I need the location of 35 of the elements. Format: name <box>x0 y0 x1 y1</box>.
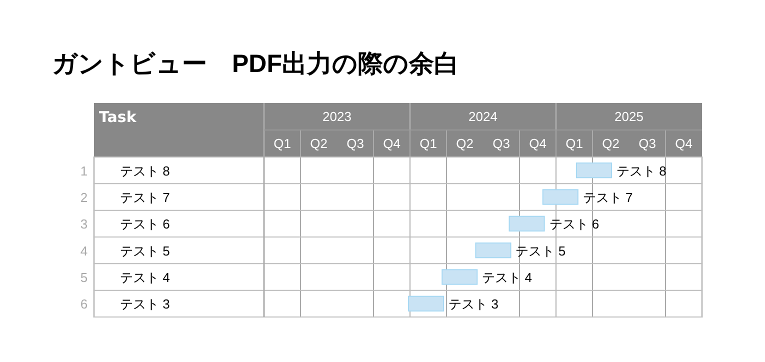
x-tick-label: 2023 <box>322 109 352 124</box>
text: 1 <box>80 163 88 178</box>
text: 3 <box>80 216 88 232</box>
annotation: Q3 <box>638 136 656 151</box>
annotation: Q4 <box>529 136 546 151</box>
annotation: Q4 <box>675 136 692 151</box>
y-tick-label: テスト 4 <box>120 270 170 285</box>
annotation: Q4 <box>383 136 400 151</box>
text: 4 <box>80 243 88 258</box>
annotation: テスト 6 <box>549 216 600 232</box>
annotation: Q1 <box>420 136 437 151</box>
annotation: テスト 8 <box>616 163 666 178</box>
annotation: Q3 <box>492 136 510 151</box>
annotation: テスト 7 <box>582 190 633 205</box>
annotation: テスト 3 <box>448 296 498 312</box>
text: 2 <box>80 190 88 205</box>
y-tick-label: テスト 8 <box>120 163 170 178</box>
annotation: Q2 <box>310 136 328 151</box>
annotation: Q2 <box>602 136 620 151</box>
annotation: テスト 5 <box>516 243 566 258</box>
text: 6 <box>80 296 88 312</box>
y-tick-label: テスト 7 <box>120 190 170 205</box>
x-tick-label: 2025 <box>614 109 644 124</box>
annotation: Q1 <box>566 136 583 151</box>
annotation: テスト 4 <box>482 270 532 285</box>
x-tick-label: 2024 <box>468 109 498 124</box>
chart-title: ガントビュー PDF出力の際の余白 <box>52 50 459 78</box>
annotation: Q2 <box>456 136 474 151</box>
y-tick-label: テスト 5 <box>120 243 170 258</box>
y-tick-label: テスト 6 <box>120 216 170 232</box>
y-tick-label: テスト 3 <box>120 296 170 312</box>
text: 5 <box>80 270 88 285</box>
y-axis-title: Task <box>99 108 138 126</box>
annotation: Q3 <box>346 136 364 151</box>
annotation: Q1 <box>274 136 291 151</box>
